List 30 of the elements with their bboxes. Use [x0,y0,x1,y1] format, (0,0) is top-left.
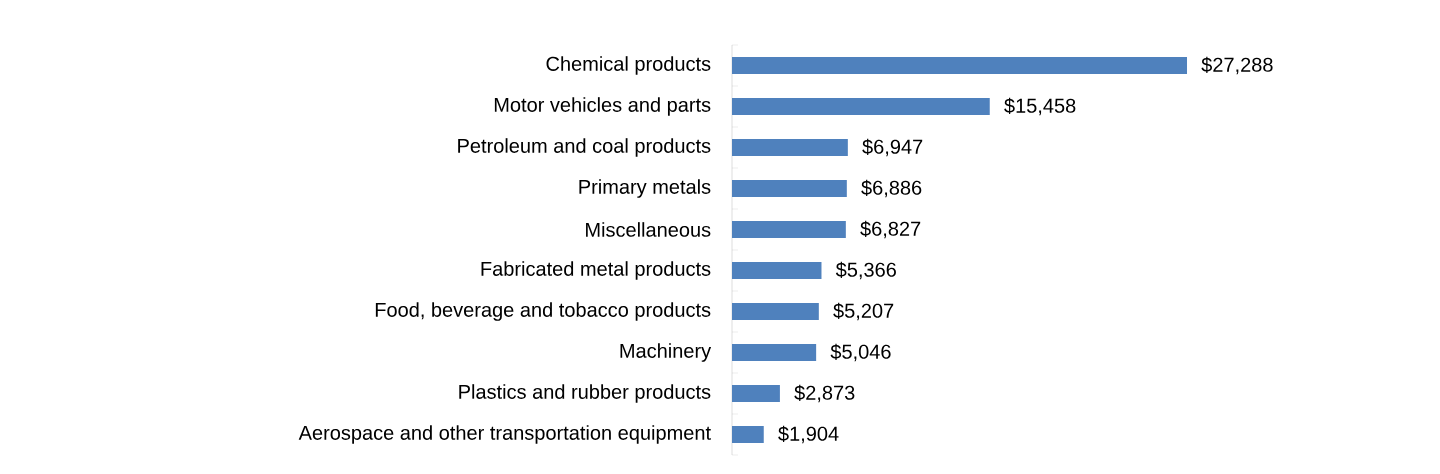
bar [732,303,819,321]
data-label: $5,046 [830,343,891,362]
data-label: $6,827 [860,220,921,239]
y-tick-label: Fabricated metal products [481,261,711,280]
y-tick-label: Petroleum and coal products [458,138,711,157]
bar [732,385,780,402]
y-tick-label: Food, beverage and tobacco products [375,302,711,321]
bar [732,139,848,157]
bar [732,98,990,116]
y-tick-label: Machinery [620,343,712,362]
y-tick-label: Miscellaneous [586,222,711,237]
data-label: $5,366 [835,261,896,280]
bar [732,344,817,362]
y-tick-label: Aerospace and other transportation equipment [298,425,711,444]
data-label: $2,873 [794,384,855,403]
data-label: $6,947 [862,138,923,157]
data-label: $15,458 [1004,97,1076,116]
bar [732,57,1188,75]
data-label: $5,207 [833,302,894,321]
y-tick-label: Chemical products [546,56,711,75]
data-label: $6,886 [861,179,922,198]
y-tick-label: Primary metals [579,179,711,198]
bar [732,426,764,443]
bar [732,262,822,280]
bar [732,180,847,198]
data-label: $27,288 [1201,56,1273,75]
y-tick-label: Plastics and rubber products [459,384,711,403]
bar [732,221,846,239]
y-tick-label: Motor vehicles and parts [494,97,711,116]
data-label: $1,904 [778,425,839,444]
